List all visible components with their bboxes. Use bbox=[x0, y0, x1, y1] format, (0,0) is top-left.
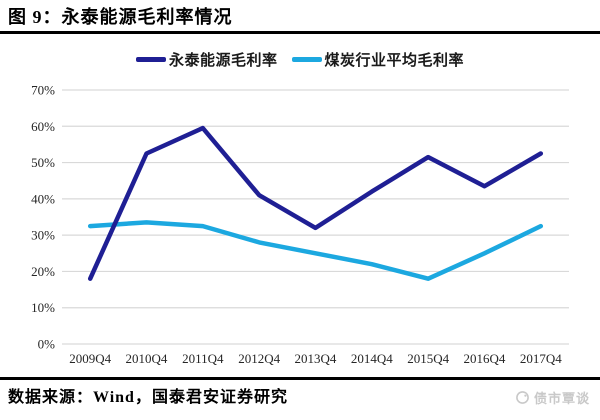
legend-line-swatch-cyan bbox=[291, 57, 322, 62]
y-tick-label: 0% bbox=[38, 336, 56, 351]
legend-label-coal-industry: 煤炭行业平均毛利率 bbox=[324, 53, 465, 69]
figure-title: 图 9：永泰能源毛利率情况 bbox=[8, 7, 233, 27]
chart-legend: 永泰能源毛利率 煤炭行业平均毛利率 bbox=[0, 50, 600, 70]
legend-line-swatch-navy bbox=[135, 57, 166, 62]
x-tick-label: 2010Q4 bbox=[126, 351, 168, 366]
watermark-label: 债市覃谈 bbox=[533, 390, 590, 406]
series-line-company bbox=[87, 125, 544, 281]
y-tick-label: 60% bbox=[31, 118, 55, 133]
legend-label-yongtai: 永泰能源毛利率 bbox=[168, 53, 278, 69]
y-tick-label: 70% bbox=[31, 82, 55, 97]
y-tick-label: 30% bbox=[31, 227, 55, 242]
title-rule bbox=[0, 31, 600, 34]
watermark: 债市覃谈 bbox=[515, 388, 590, 407]
data-source: 数据来源：Wind，国泰君安证券研究 bbox=[8, 388, 288, 406]
footer: 数据来源：Wind，国泰君安证券研究 债市覃谈 bbox=[0, 386, 600, 410]
x-tick-label: 2016Q4 bbox=[464, 351, 506, 366]
legend-item-yongtai: 永泰能源毛利率 bbox=[135, 49, 278, 70]
line-chart: 0% 10% 20% 30% 40% 50% 60% 70% 2009Q4 2010Q4 2011Q… bbox=[31, 82, 569, 366]
x-tick-label: 2015Q4 bbox=[407, 351, 449, 366]
x-tick-label: 2012Q4 bbox=[238, 351, 280, 366]
legend-item-coal-industry: 煤炭行业平均毛利率 bbox=[291, 49, 465, 70]
x-tick-label: 2014Q4 bbox=[351, 351, 393, 366]
y-tick-label: 40% bbox=[31, 191, 55, 206]
y-tick-label: 20% bbox=[31, 263, 55, 278]
x-tick-label: 2009Q4 bbox=[69, 351, 111, 366]
series-line-industry bbox=[87, 219, 544, 281]
y-tick-label: 50% bbox=[31, 155, 55, 170]
footer-rule bbox=[0, 376, 600, 380]
y-tick-label: 10% bbox=[31, 300, 55, 315]
x-tick-label: 2017Q4 bbox=[520, 351, 562, 366]
x-tick-label: 2013Q4 bbox=[295, 351, 337, 366]
x-tick-label: 2011Q4 bbox=[182, 351, 224, 366]
watermark-logo-icon bbox=[516, 390, 529, 404]
